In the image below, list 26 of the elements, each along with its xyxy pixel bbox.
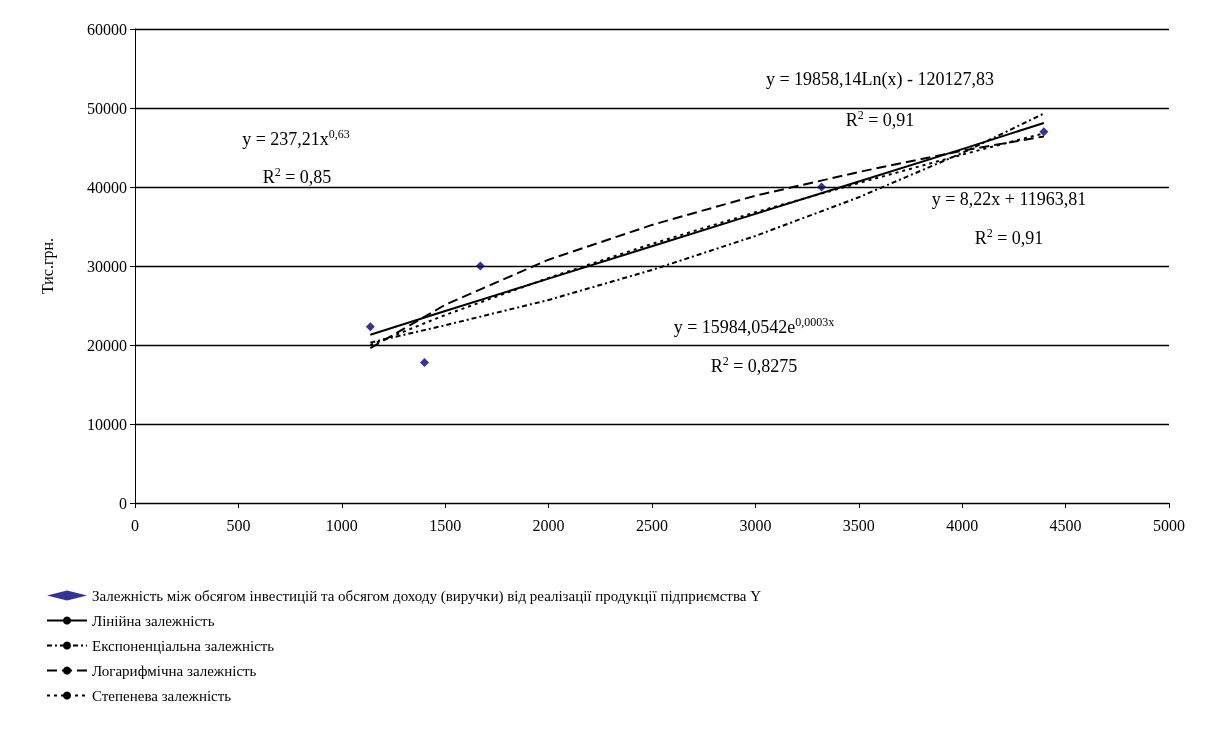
x-tick-label: 2000 bbox=[532, 516, 565, 534]
x-tick-label: 3500 bbox=[842, 516, 875, 534]
x-tick-label: 1000 bbox=[325, 516, 358, 534]
legend-label: Лінійна залежність bbox=[92, 612, 215, 629]
x-tick-label: 3000 bbox=[739, 516, 772, 534]
y-tick-label: 10000 bbox=[87, 415, 127, 433]
x-tick-label: 500 bbox=[226, 516, 251, 534]
annotation: y = 19858,14Ln(x) - 120127,83 bbox=[765, 69, 995, 90]
y-tick-label: 0 bbox=[119, 494, 127, 512]
y-tick-label: 40000 bbox=[87, 178, 127, 196]
legend-label: Експоненціальна залежність bbox=[92, 637, 275, 654]
annotation: y = 8,22x + 11963,81 bbox=[931, 189, 1087, 209]
legend-label: Залежність між обсягом інвестицій та обсягом доходу (виручки) від реалізації продукції підприємства Y bbox=[92, 587, 762, 605]
x-tick-label: 1500 bbox=[429, 516, 462, 534]
y-tick-label: 30000 bbox=[87, 257, 127, 275]
x-tick-label: 4000 bbox=[946, 516, 979, 534]
x-tick-label: 4500 bbox=[1049, 516, 1082, 534]
x-tick-label: 2500 bbox=[636, 516, 668, 534]
y-tick-label: 50000 bbox=[87, 99, 127, 117]
legend-label: Степенева залежність bbox=[92, 687, 232, 704]
y-tick-label: 60000 bbox=[87, 20, 127, 38]
legend-label: Логарифмічна залежність bbox=[92, 662, 257, 679]
y-tick-label: 20000 bbox=[87, 336, 127, 354]
y-axis-title: Тис.грн. bbox=[38, 237, 57, 295]
x-tick-label: 5000 bbox=[1153, 516, 1185, 534]
x-tick-label: 0 bbox=[131, 516, 139, 534]
